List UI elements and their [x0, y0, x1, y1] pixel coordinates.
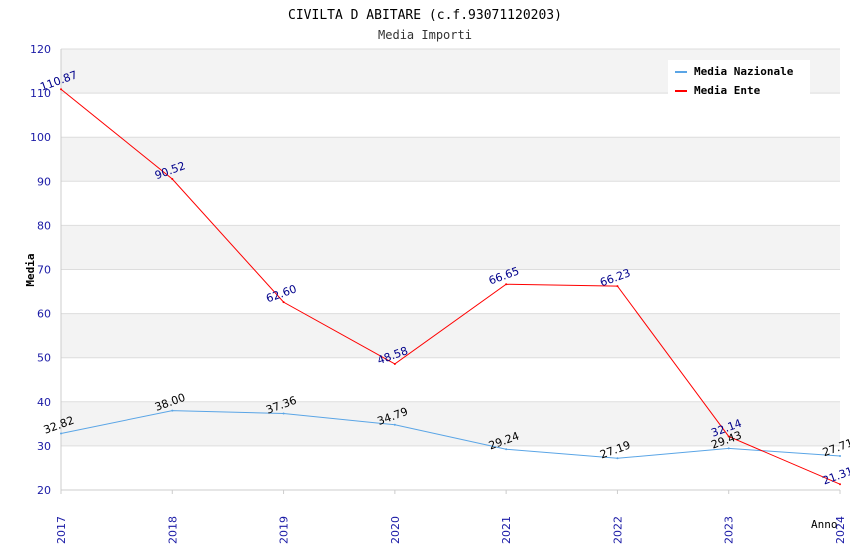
- y-tick-label: 80: [37, 219, 51, 232]
- data-point: [171, 178, 174, 181]
- x-tick-label: 2020: [389, 516, 402, 544]
- data-point: [727, 435, 730, 438]
- grid-band: [61, 401, 840, 446]
- grid-band: [61, 225, 840, 270]
- grid-band: [61, 137, 840, 182]
- grid-band: [61, 269, 840, 314]
- series-line-media-ente: [60, 88, 841, 485]
- data-point: [505, 283, 508, 286]
- y-tick-label: 120: [30, 43, 51, 56]
- data-point: [727, 447, 730, 450]
- chart-subtitle: Media Importi: [378, 28, 472, 42]
- y-tick-label: 50: [37, 352, 51, 365]
- y-axis-label: Media: [24, 253, 37, 286]
- data-point: [839, 483, 841, 486]
- y-tick-label: 30: [37, 440, 51, 453]
- y-tick-label: 70: [37, 264, 51, 277]
- data-point: [616, 285, 619, 288]
- x-axis-label: Anno: [811, 518, 838, 531]
- data-point: [282, 301, 285, 304]
- data-point: [505, 448, 508, 451]
- x-tick-label: 2018: [166, 516, 179, 544]
- data-point: [393, 423, 396, 426]
- grid-bands: [61, 49, 840, 490]
- series-lines: [60, 88, 841, 486]
- x-tick-label: 2024: [834, 516, 847, 544]
- grid-band: [61, 313, 840, 358]
- series-line-media-nazionale: [60, 410, 841, 459]
- grid-band: [61, 357, 840, 402]
- y-tick-label: 20: [37, 484, 51, 497]
- data-point: [839, 454, 841, 457]
- x-tick-label: 2023: [723, 516, 736, 544]
- x-tick-label: 2017: [55, 516, 68, 544]
- y-tick-labels: 20 30 40 50 60 70 80 90 100 110 120: [30, 43, 51, 497]
- data-point: [616, 457, 619, 460]
- data-point: [282, 412, 285, 415]
- data-point: [171, 409, 174, 412]
- x-tick-label: 2021: [500, 516, 513, 544]
- x-tick-label: 2022: [611, 516, 624, 544]
- grid-band: [61, 181, 840, 226]
- data-point: [60, 432, 62, 435]
- y-tick-label: 110: [30, 87, 51, 100]
- y-tick-label: 90: [37, 175, 51, 188]
- data-point: [60, 88, 62, 91]
- grid-band: [61, 93, 840, 138]
- grid-band: [61, 445, 840, 490]
- data-point: [393, 362, 396, 365]
- y-tick-label: 60: [37, 308, 51, 321]
- x-tick-labels: 2017 2018 2019 2020 2021 2022 2023 2024: [55, 490, 847, 544]
- y-tick-label: 100: [30, 131, 51, 144]
- legend-box: [668, 60, 810, 96]
- chart-title: CIVILTA D ABITARE (c.f.93071120203): [288, 8, 562, 23]
- legend-label-media-nazionale: Media Nazionale: [694, 65, 794, 78]
- y-tick-label: 40: [37, 396, 51, 409]
- legend-label-media-ente: Media Ente: [694, 84, 761, 97]
- x-tick-label: 2019: [278, 516, 291, 544]
- legend: Media Nazionale Media Ente: [668, 60, 810, 97]
